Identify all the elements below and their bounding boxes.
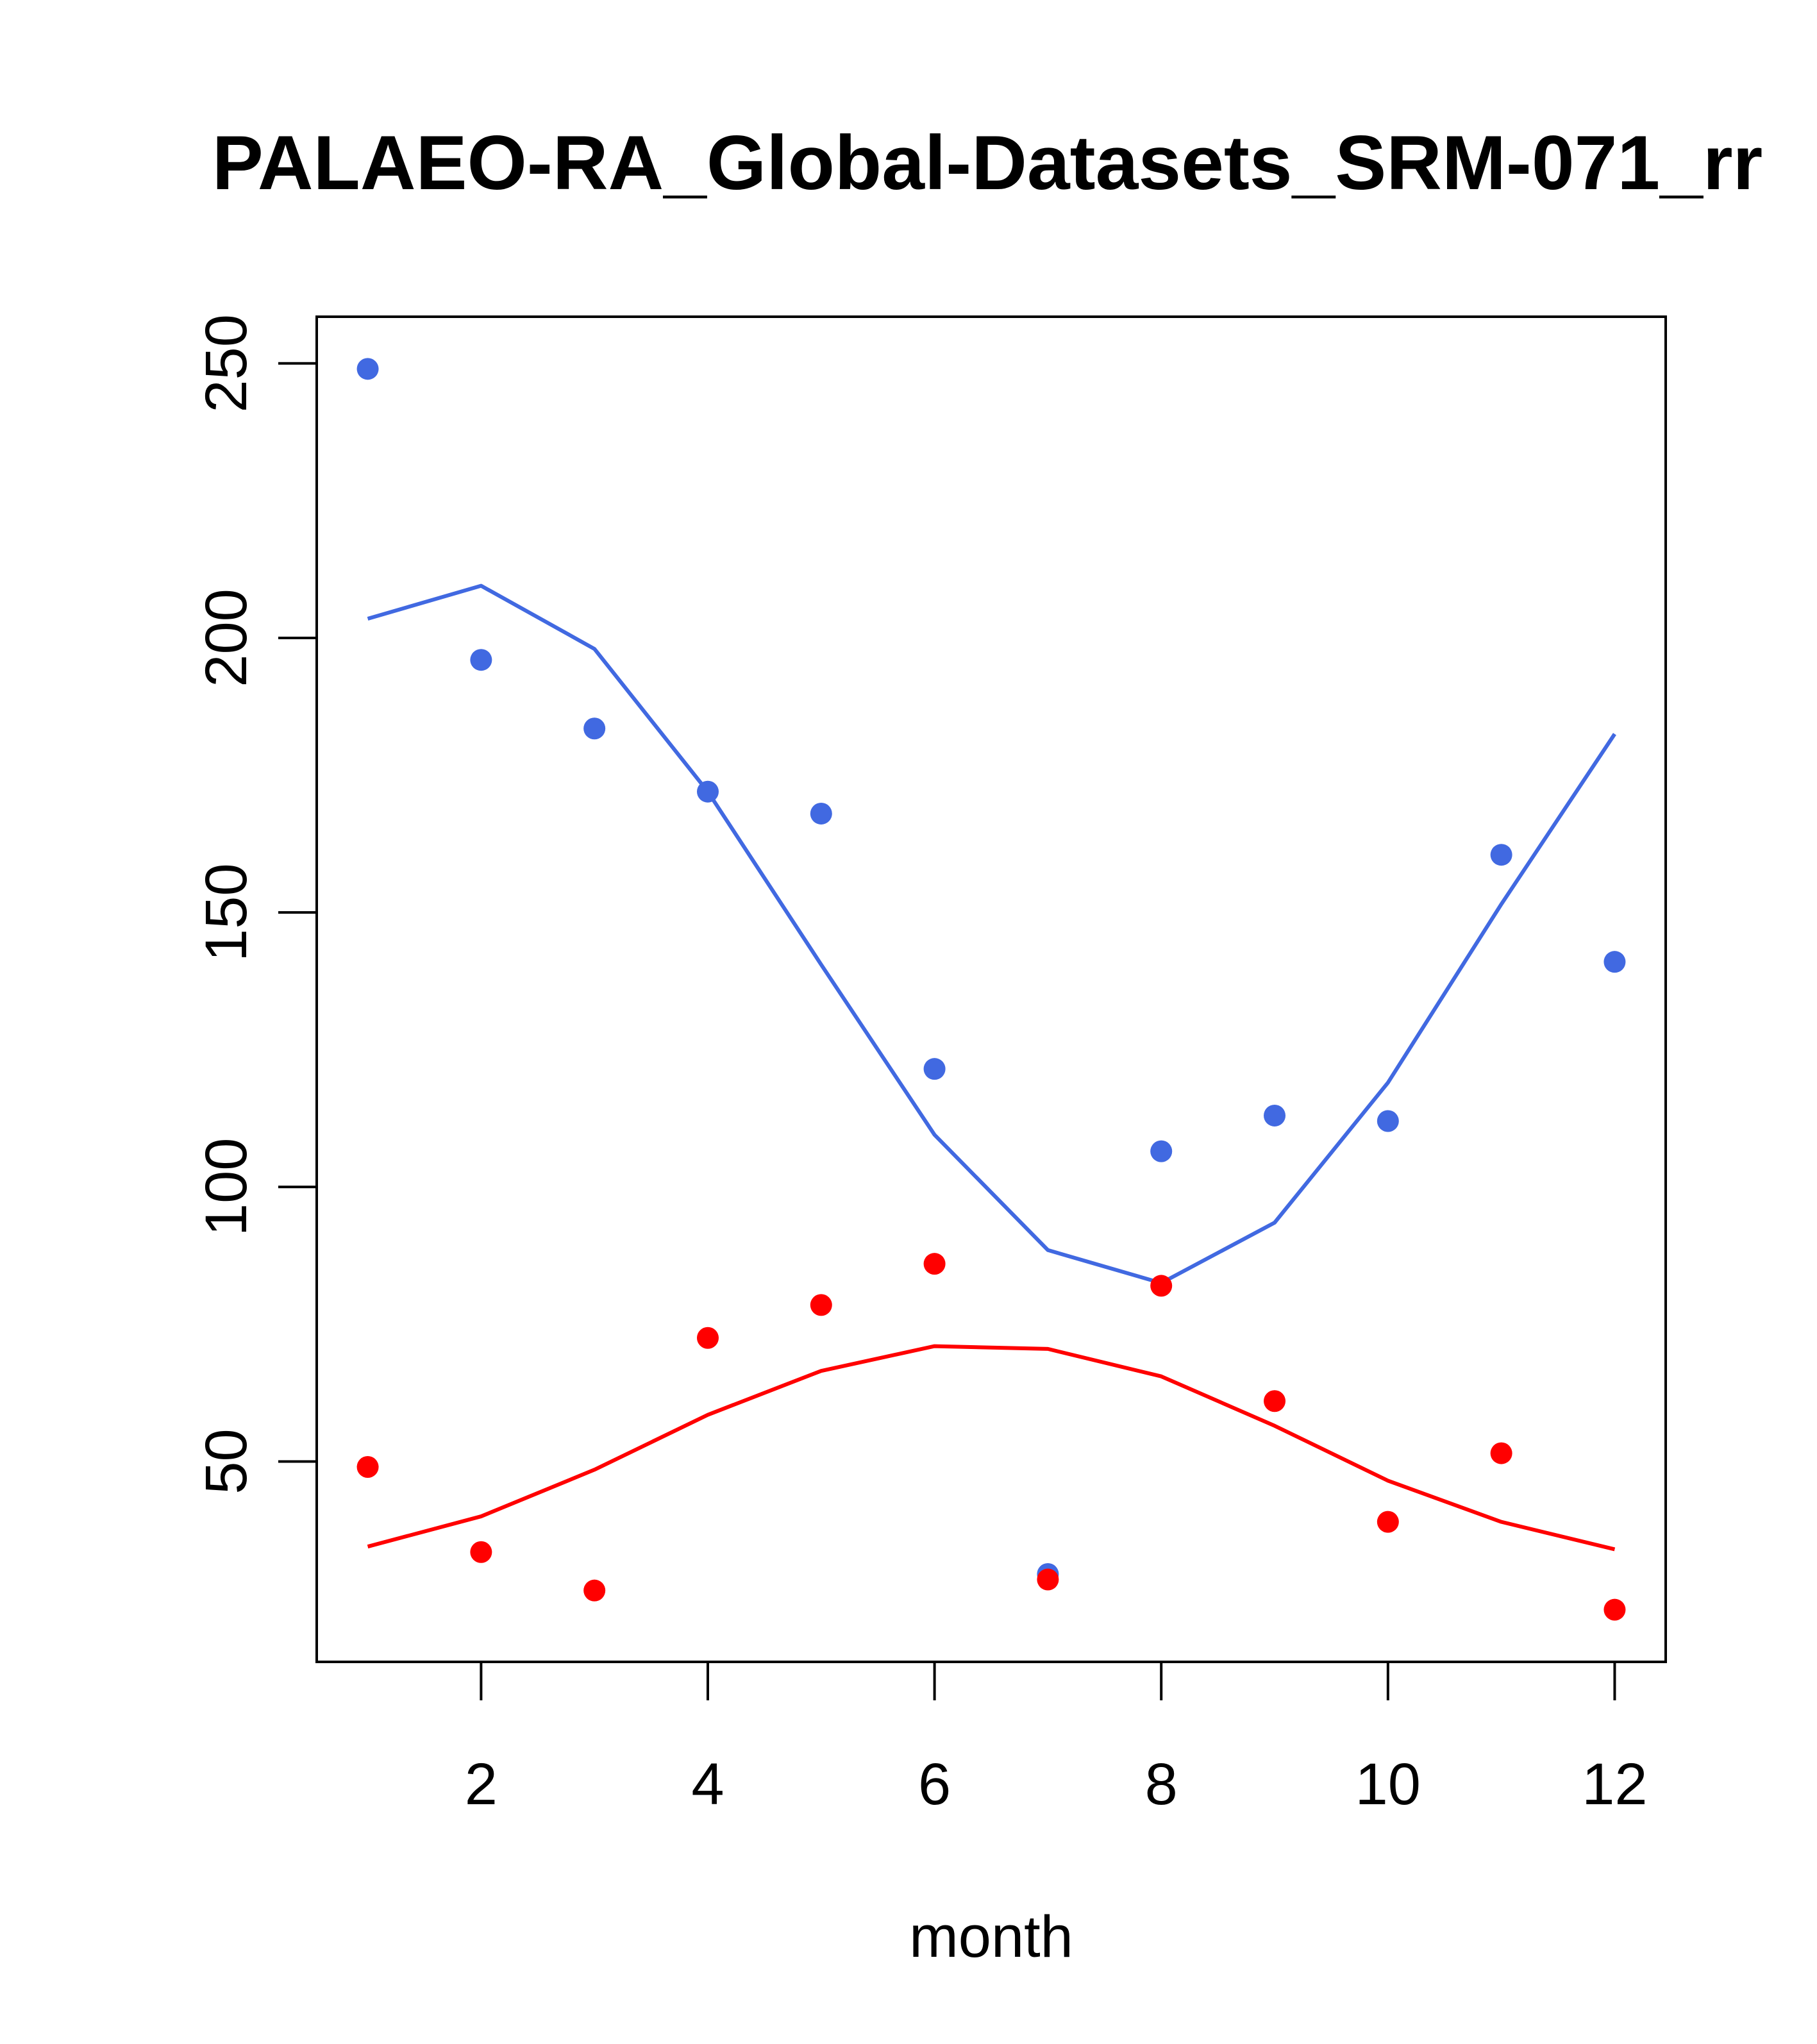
blue-point [696,780,719,803]
x-axis-label: month [909,1904,1073,1970]
y-tick-label: 100 [194,1138,259,1237]
blue-point [470,649,492,671]
red-line [367,1344,1616,1552]
blue-point [810,802,832,825]
red-point [1377,1511,1399,1533]
y-axis: 50 100 150 200 250 [194,314,317,1495]
blue-point [1603,951,1626,973]
x-tick-label: 12 [1582,1752,1647,1817]
blue-point [1264,1104,1286,1127]
blue-point [583,717,606,740]
red-point [470,1541,492,1563]
blue-point [1377,1110,1399,1132]
blue-point [1490,844,1512,866]
x-tick-label: 4 [691,1752,724,1817]
blue-point [923,1058,946,1080]
x-tick-label: 2 [465,1752,498,1817]
blue-point [356,358,379,380]
x-tick-label: 6 [918,1752,951,1817]
plot-frame [315,315,1667,1663]
red-point [1150,1275,1173,1297]
red-point [1490,1442,1512,1464]
y-tick-label: 50 [194,1428,259,1494]
x-tick-label: 10 [1355,1752,1421,1817]
red-point [583,1579,606,1602]
red-point [696,1327,719,1349]
red-point [923,1253,946,1275]
chart-title: PALAEO-RA_Global-Datasets_SRM-071_rr [212,120,1763,206]
y-tick-label: 150 [194,863,259,962]
x-tick-label: 8 [1145,1752,1178,1817]
red-point [810,1294,832,1316]
blue-line [367,583,1616,1286]
red-point [1037,1568,1059,1591]
series-layer [356,358,1626,1621]
red-point [1603,1598,1626,1621]
y-tick-label: 250 [194,314,259,413]
x-axis: 2 4 6 8 10 12 [465,1662,1648,1817]
red-point [1264,1390,1286,1412]
red-point [356,1456,379,1479]
y-tick-label: 200 [194,589,259,687]
blue-point [1150,1140,1173,1162]
